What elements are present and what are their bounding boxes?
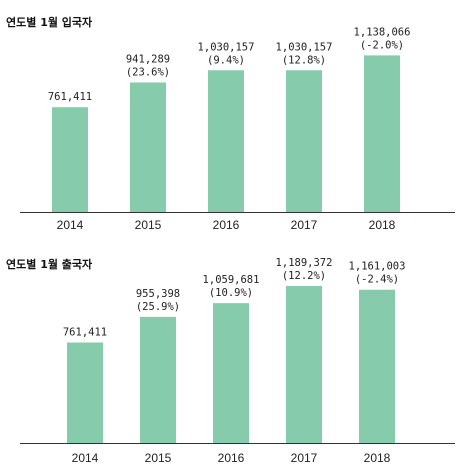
tick-label-2016: 2016 — [213, 218, 240, 232]
bar-2015 — [140, 316, 176, 443]
change-label-2017: (12.2%) — [282, 270, 326, 282]
change-label-2018: (-2.4%) — [355, 274, 399, 286]
bar-2018 — [364, 55, 400, 213]
value-label-2018: 1,138,066 — [354, 26, 411, 38]
tick-label-2018: 2018 — [369, 218, 396, 232]
entry-chart: 연도별 1월 입국자 761,411 2014 941,289 (23.6%) 2015… — [6, 16, 455, 232]
bar-2018 — [359, 289, 395, 443]
bar-2015 — [130, 82, 166, 212]
tick-label-2016: 2016 — [218, 451, 245, 465]
exit-chart: 연도별 1월 출국자 761,411 2014 955,398 (25.9%) 2015… — [0, 240, 472, 467]
entry-chart-plot: 761,4112014941,289(23.6%)20151,030,157(9… — [20, 26, 455, 232]
change-label-2015: (25.9%) — [136, 301, 180, 313]
change-label-2018: (-2.0%) — [360, 39, 404, 51]
bar-2017 — [286, 286, 322, 443]
chart-title: 연도별 1월 입국자 — [6, 16, 93, 29]
exit-chart-plot: 761,4112014955,398(25.9%)20151,059,681(1… — [20, 257, 455, 465]
bar-2017 — [286, 70, 322, 212]
bar-2014 — [67, 342, 103, 443]
value-label-2015: 955,398 — [136, 288, 180, 300]
value-label-2014: 761,411 — [63, 326, 107, 338]
change-label-2016: (10.9%) — [209, 287, 253, 299]
bar-2014 — [52, 107, 88, 212]
chart-title: 연도별 1월 출국자 — [6, 258, 93, 271]
tick-label-2015: 2015 — [145, 451, 172, 465]
tick-label-2017: 2017 — [291, 451, 318, 465]
change-label-2015: (23.6%) — [126, 66, 170, 78]
value-label-2017: 1,189,372 — [276, 257, 333, 269]
value-label-2015: 941,289 — [126, 53, 170, 65]
change-label-2017: (12.8%) — [282, 54, 326, 66]
value-label-2016: 1,030,157 — [198, 41, 255, 53]
value-label-2014: 761,411 — [48, 91, 92, 103]
value-label-2016: 1,059,681 — [203, 274, 260, 286]
value-label-2018: 1,161,003 — [349, 261, 406, 273]
value-label-2017: 1,030,157 — [276, 41, 333, 53]
tick-label-2018: 2018 — [364, 451, 391, 465]
tick-label-2015: 2015 — [135, 218, 162, 232]
tick-label-2014: 2014 — [72, 451, 99, 465]
bar-2016 — [208, 70, 244, 212]
tick-label-2014: 2014 — [57, 218, 84, 232]
change-label-2016: (9.4%) — [207, 54, 245, 66]
tick-label-2017: 2017 — [291, 218, 318, 232]
bar-2016 — [213, 303, 249, 443]
